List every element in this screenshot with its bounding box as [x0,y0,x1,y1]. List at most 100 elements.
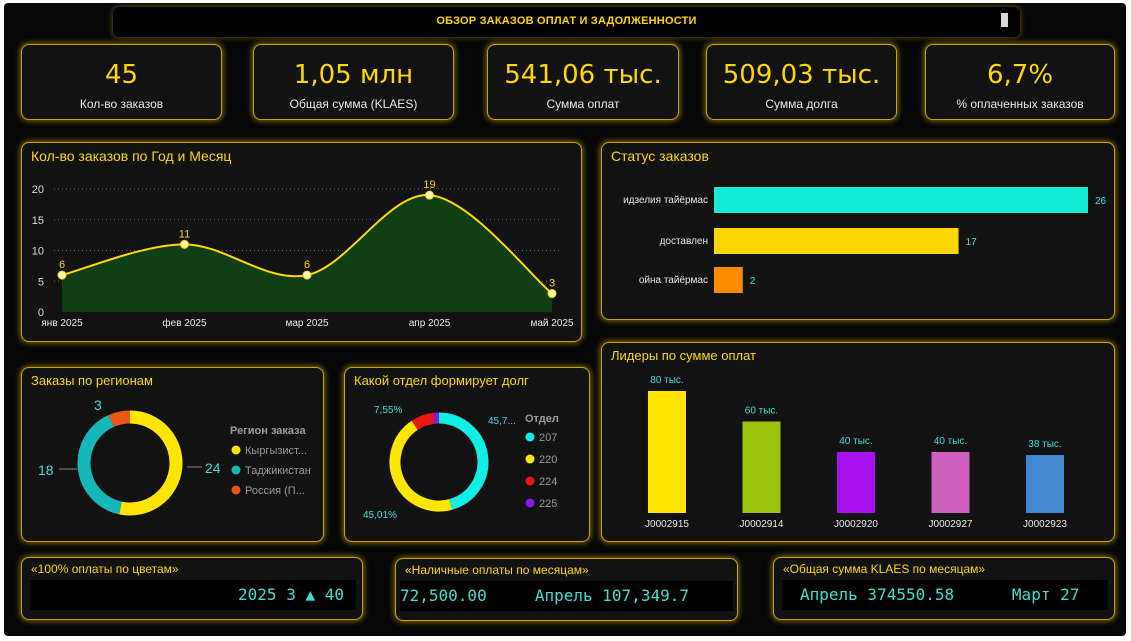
kpi-value: 509,03 тыс. [722,60,881,90]
legend-title: Отдел [525,413,559,425]
category-label: J0002927 [929,519,973,530]
kpi-label: Сумма оплат [546,97,620,111]
kpi-card-paid[interactable]: 541,06 тыс. Сумма оплат [487,44,679,120]
bar [837,452,875,513]
panel-title: Заказы по регионам [31,373,153,388]
donut-slice [438,412,489,510]
legend-label: Россия (П... [245,485,305,497]
y-tick-label: 10 [32,246,44,258]
kpi-card-debt[interactable]: 509,03 тыс. Сумма долга [706,44,897,120]
bar-value-label: 26 [1095,196,1107,207]
kpi-card-total[interactable]: 1,05 млн Общая сумма (KLAES) [253,44,454,120]
payment-leaders-panel[interactable]: Лидеры по сумме оплат 80 тыс. J0002915 60 … [601,342,1115,542]
data-point [302,270,312,280]
kpi-label: % оплаченных заказов [956,97,1084,111]
department-debt-panel[interactable]: Какой отдел формирует долг 45,7... 45,01%… [344,367,590,542]
legend-marker [525,498,535,508]
bar-value-label: 17 [966,237,978,248]
kpi-label: Кол-во заказов [79,97,164,111]
legend-label: 224 [539,476,557,488]
bar-value-label: 80 тыс. [650,375,683,386]
area-fill [62,195,552,312]
data-label: 6 [304,259,310,271]
bar-value-label: 2 [750,276,756,287]
ticker-title: «Общая сумма KLAES по месяцам» [783,562,986,576]
legend-marker [525,432,535,442]
category-label: J0002920 [834,519,878,530]
legend-marker [231,465,241,475]
panel-title: Лидеры по сумме оплат [611,348,756,363]
bar [742,421,781,513]
y-tick-label: 0 [38,307,44,319]
regions-panel[interactable]: Заказы по регионам 24 18 3 Регион заказа Кыр… [21,367,324,542]
legend-label: Таджикистан [245,465,311,477]
category-label: ойна тайёрмас [639,275,708,286]
ticker-cash-payments[interactable]: «Наличные оплаты по месяцам» 72,500.00 А… [395,558,738,621]
bar [714,187,1088,213]
orders-area-chart: 0 5 10 15 20 6 янв 2025 11 фев 2025 6 мар 2025 19 ап… [32,179,574,329]
ticker-full-payment-colors[interactable]: «100% оплаты по цветам» 2025 3 ▲ 40 [21,557,363,620]
ticker-klaes-total[interactable]: «Общая сумма KLAES по месяцам» Апрель 37… [773,557,1115,620]
x-tick-label: янв 2025 [41,318,83,329]
x-tick-label: фев 2025 [162,317,207,329]
slice-value-label: 18 [38,462,54,478]
data-point [425,190,434,200]
slice-value-label: 45,7... [488,416,516,427]
bar [1026,455,1064,513]
kpi-value: 45 [104,60,139,90]
legend-marker [231,445,241,455]
bar-value-label: 60 тыс. [745,406,778,417]
data-label: 3 [549,278,555,290]
scroll-indicator[interactable] [1001,13,1008,27]
bar [648,391,686,513]
ticker-title: «Наличные оплаты по месяцам» [405,563,589,577]
data-point [180,239,189,249]
kpi-card-orders[interactable]: 45 Кол-во заказов [21,44,222,120]
kpi-card-paid-percent[interactable]: 6,7% % оплаченных заказов [925,44,1115,120]
legend-label: 220 [539,454,557,466]
slice-value-label: 7,55% [374,405,402,416]
donut-slice [411,412,436,431]
donut-slice [108,410,131,428]
donut-slice [389,420,453,512]
y-tick-label: 15 [32,215,44,227]
panel-title: Кол-во заказов по Год и Месяц [31,148,232,164]
bar [931,452,970,513]
panel-title: Статус заказов [611,148,709,164]
donut-slice [77,415,123,515]
page-title: ОБЗОР ЗАКАЗОВ ОПЛАТ И ЗАДОЛЖЕННОСТИ [436,15,697,27]
bar [714,267,743,293]
y-tick-label: 20 [32,184,44,196]
ticker-text: 2025 3 ▲ 40 [30,580,356,610]
kpi-value: 1,05 млн [293,60,414,90]
kpi-label: Общая сумма (KLAES) [289,97,418,111]
data-point [57,270,67,280]
ticker-text: Апрель 374550.58 Март 27 [782,580,1108,610]
legend-marker [525,476,535,486]
legend-label: 225 [539,498,557,510]
data-label: 6 [59,259,65,271]
ticker-text: 72,500.00 Апрель 107,349.7 [400,581,733,611]
regions-donut-chart: 24 18 3 Регион заказа Кыргызист... Таджикиста… [38,397,311,516]
orders-by-month-panel[interactable]: Кол-во заказов по Год и Месяц 0 5 10 15 20 6 я… [21,142,582,342]
order-status-panel[interactable]: Статус заказов идзелия тайёрмас 26 доставл… [601,142,1115,320]
category-label: идзелия тайёрмас [623,195,708,206]
category-label: J0002923 [1023,519,1067,530]
data-point [547,289,557,299]
x-tick-label: апр 2025 [409,318,451,329]
x-tick-label: май 2025 [530,318,573,329]
status-bar-chart: идзелия тайёрмас 26 доставлен 17 ойна тайёрм… [623,187,1107,293]
legend-title: Регион заказа [230,425,306,437]
ticker-title: «100% оплаты по цветам» [31,562,179,576]
kpi-value: 6,7% [986,60,1054,90]
title-bar: ОБЗОР ЗАКАЗОВ ОПЛАТ И ЗАДОЛЖЕННОСТИ [113,7,1020,37]
legend-label: 207 [539,432,557,444]
x-tick-label: мар 2025 [285,318,328,329]
data-label: 19 [423,179,435,191]
legend-label: Кыргызист... [245,445,307,457]
bar-value-label: 40 тыс. [934,436,967,447]
slice-value-label: 45,01% [363,510,397,521]
legend-marker [231,485,241,495]
bar-value-label: 38 тыс. [1028,439,1061,450]
category-label: доставлен [660,236,708,247]
